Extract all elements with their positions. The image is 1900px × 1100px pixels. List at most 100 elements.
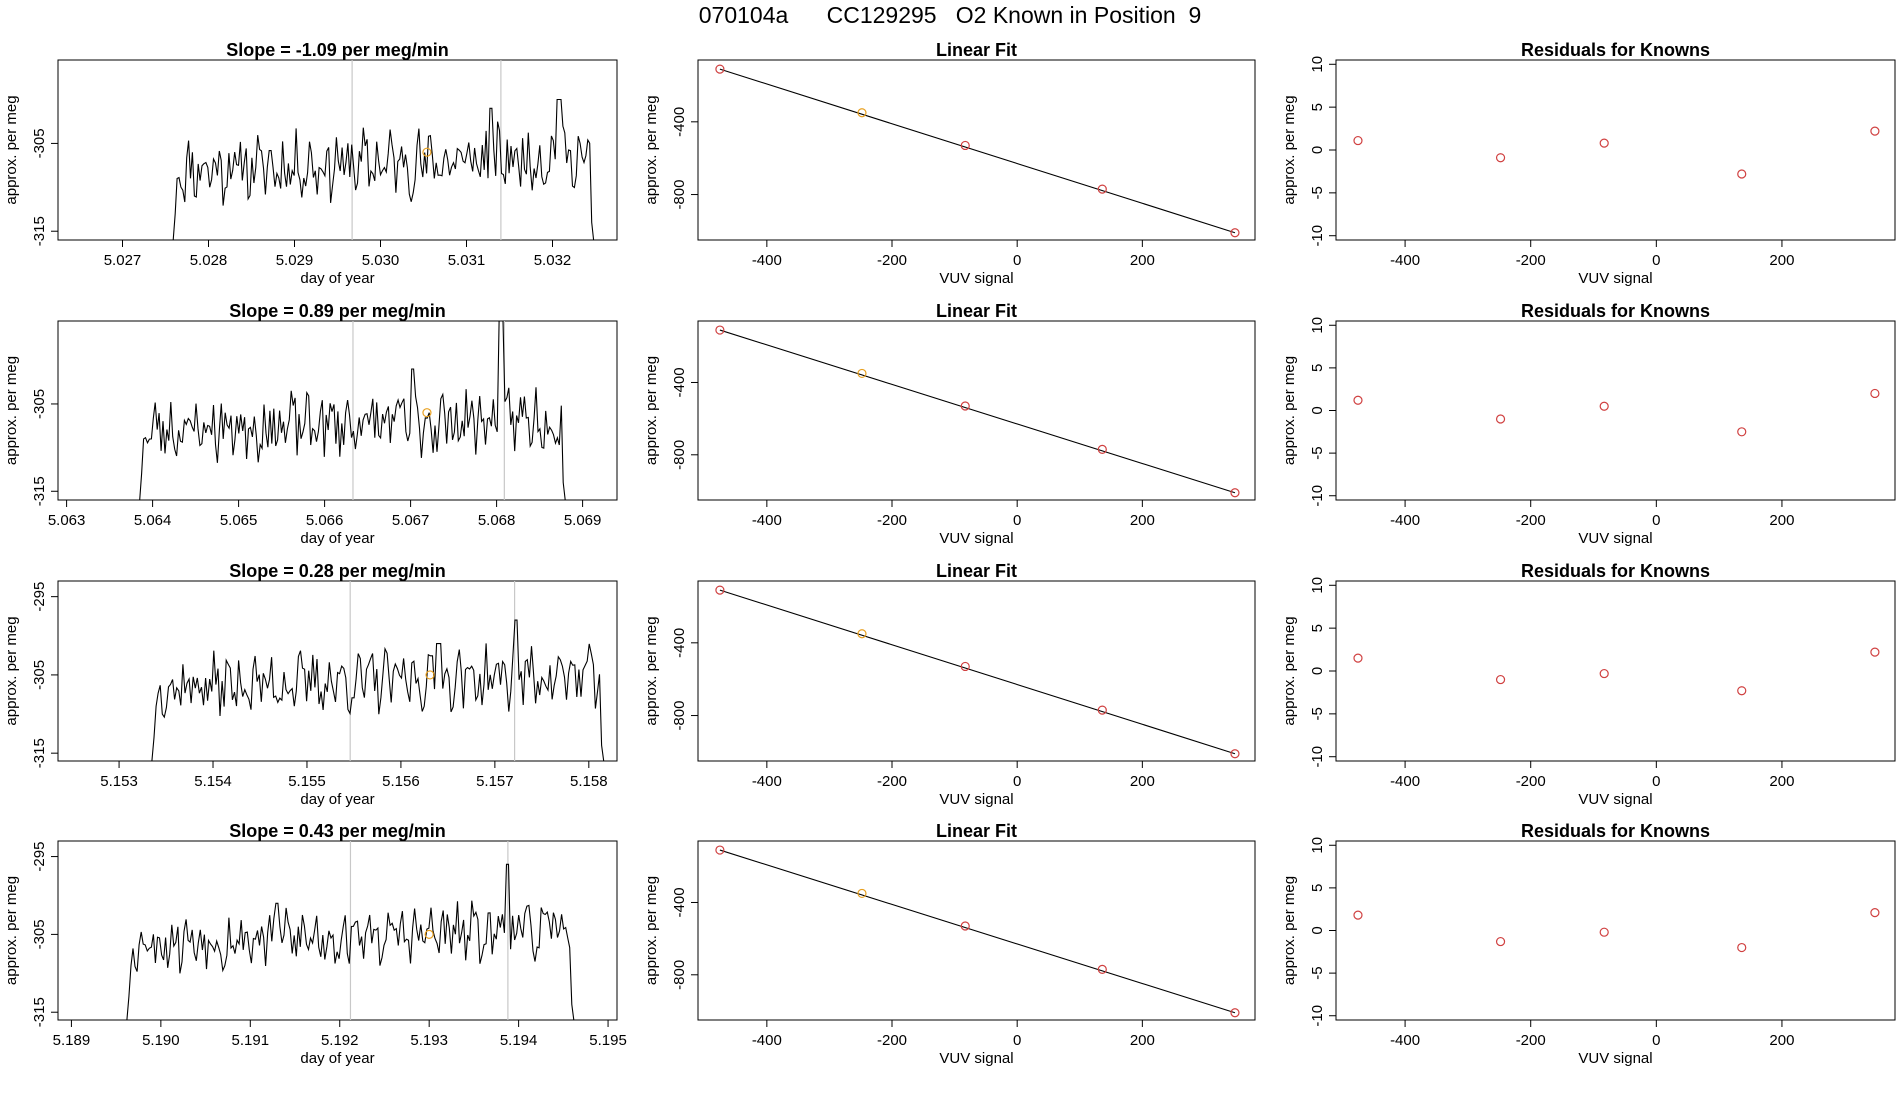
x-axis-label: day of year (300, 791, 374, 808)
x-tick-label: 200 (1769, 773, 1794, 790)
residual-point (1495, 674, 1506, 685)
y-tick-label: -305 (31, 919, 48, 949)
chart-panel-1-residuals: Residuals for Knowns VUV signal approx. pe… (1281, 301, 1896, 547)
x-tick-label: 5.029 (276, 252, 314, 269)
x-tick-label: 200 (1130, 1032, 1155, 1049)
x-tick-label: 0 (1652, 512, 1660, 529)
y-axis-label: approx. per meg (1281, 616, 1298, 725)
y-tick-label: 0 (1309, 406, 1326, 414)
x-tick-label: 5.068 (478, 512, 516, 529)
chart-title: Linear Fit (936, 821, 1017, 841)
y-tick-label: 5 (1309, 364, 1326, 372)
residual-point (1870, 388, 1880, 399)
y-tick-label: 10 (1309, 577, 1326, 594)
plot-frame (697, 59, 1256, 241)
x-axis-label: VUV signal (1578, 530, 1652, 547)
x-tick-label: 5.069 (564, 512, 602, 529)
chart-panel-0-linear_fit: Linear Fit VUV signal approx. per meg -400 -… (643, 40, 1256, 287)
y-tick-label: -305 (31, 660, 48, 690)
x-tick-label: 0 (1652, 773, 1660, 790)
x-tick-label: -200 (1516, 512, 1546, 529)
y-tick-label: -400 (671, 887, 688, 917)
y-tick-label: -800 (671, 701, 688, 731)
y-axis-label: approx. per meg (3, 616, 20, 725)
y-axis-label: approx. per meg (643, 356, 660, 465)
residual-point (1737, 686, 1747, 696)
y-tick-label: -295 (31, 842, 48, 872)
x-tick-label: 200 (1769, 1032, 1794, 1049)
chart-panel-0-timeseries: Slope = -1.09 per meg/min day of year appr… (3, 40, 618, 287)
y-tick-label: -10 (1309, 225, 1326, 247)
x-tick-label: 5.066 (306, 512, 344, 529)
x-tick-label: 5.158 (570, 773, 608, 790)
chart-title: Linear Fit (936, 561, 1017, 581)
x-axis-label: VUV signal (939, 1050, 1013, 1067)
plot-frame (697, 840, 1256, 1021)
x-tick-label: 5.191 (232, 1032, 270, 1049)
x-axis-label: day of year (300, 530, 374, 547)
x-tick-label: -200 (877, 512, 907, 529)
data-point (1097, 184, 1107, 194)
data-point (715, 845, 725, 855)
x-tick-label: 5.189 (53, 1032, 91, 1049)
x-tick-label: 200 (1130, 252, 1155, 269)
x-tick-label: 200 (1769, 512, 1794, 529)
x-tick-label: -200 (1516, 1032, 1546, 1049)
chart-title: Slope = 0.89 per meg/min (229, 301, 446, 321)
y-tick-label: 5 (1309, 624, 1326, 632)
known-marker (422, 147, 432, 157)
chart-title: Residuals for Knowns (1521, 561, 1710, 581)
x-tick-label: -400 (1390, 1032, 1420, 1049)
data-point (715, 325, 725, 335)
x-tick-label: 5.030 (362, 252, 400, 269)
plot-frame (57, 59, 618, 241)
x-tick-label: 0 (1652, 252, 1660, 269)
chart-panel-3-linear_fit: Linear Fit VUV signal approx. per meg -400 -… (643, 821, 1256, 1067)
data-point (1230, 488, 1240, 498)
x-tick-label: 0 (1013, 1032, 1021, 1049)
y-tick-label: -800 (671, 960, 688, 990)
data-point (960, 401, 970, 411)
x-axis-label: day of year (300, 270, 374, 287)
data-series-line (126, 863, 576, 1021)
chart-title: Linear Fit (936, 40, 1017, 60)
chart-title: Slope = 0.43 per meg/min (229, 821, 446, 841)
chart-title: Slope = 0.28 per meg/min (229, 561, 446, 581)
x-tick-label: 0 (1013, 252, 1021, 269)
plot-frame (57, 840, 618, 1021)
data-point (857, 368, 867, 379)
x-tick-label: 5.190 (142, 1032, 180, 1049)
x-tick-label: 0 (1013, 512, 1021, 529)
x-axis-label: VUV signal (939, 791, 1013, 808)
residual-point (1737, 942, 1747, 953)
x-tick-label: 0 (1013, 773, 1021, 790)
y-axis-label: approx. per meg (3, 95, 20, 204)
y-tick-label: -315 (31, 738, 48, 768)
y-tick-label: -10 (1309, 1005, 1326, 1027)
x-tick-label: 5.067 (392, 512, 430, 529)
y-tick-label: -305 (31, 128, 48, 158)
residual-point (1737, 169, 1747, 179)
x-tick-label: -200 (877, 1032, 907, 1049)
x-axis-label: day of year (300, 1050, 374, 1067)
known-marker (425, 670, 435, 680)
residual-point (1353, 653, 1363, 663)
fit-line (719, 329, 1236, 494)
data-series-line (172, 98, 596, 241)
plot-frame (1335, 840, 1896, 1021)
x-tick-label: 5.063 (48, 512, 86, 529)
y-tick-label: 5 (1309, 103, 1326, 111)
x-tick-label: -400 (1390, 773, 1420, 790)
chart-panel-2-timeseries: Slope = 0.28 per meg/min day of year appro… (3, 561, 618, 808)
y-axis-label: approx. per meg (1281, 876, 1298, 985)
data-point (960, 140, 970, 151)
y-tick-label: 0 (1309, 667, 1326, 675)
known-marker (422, 408, 432, 418)
page-title: 070104a CC129295 O2 Known in Position 9 (698, 2, 1202, 28)
x-axis-label: VUV signal (1578, 270, 1652, 287)
residual-point (1599, 401, 1609, 411)
y-tick-label: -800 (671, 180, 688, 210)
y-tick-label: -315 (31, 476, 48, 506)
x-tick-label: 5.032 (534, 252, 572, 269)
